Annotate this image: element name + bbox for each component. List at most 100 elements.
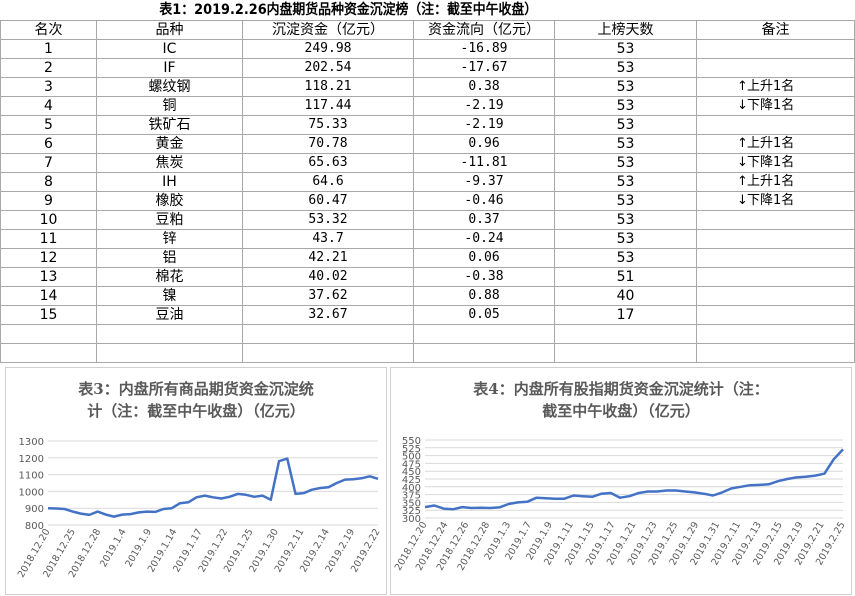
- rank-cell[interactable]: 1: [0, 39, 97, 59]
- fund-cell[interactable]: 249.98: [242, 39, 414, 59]
- header-cell[interactable]: 资金流向（亿元）: [413, 20, 555, 40]
- empty-cell[interactable]: [696, 343, 855, 363]
- flow-cell[interactable]: -0.24: [413, 229, 555, 249]
- name-cell[interactable]: 棉花: [96, 267, 243, 287]
- note-cell[interactable]: ↑上升1名: [696, 134, 855, 154]
- note-cell[interactable]: [696, 286, 855, 306]
- flow-cell[interactable]: -17.67: [413, 58, 555, 78]
- rank-cell[interactable]: 12: [0, 248, 97, 268]
- flow-cell[interactable]: -0.38: [413, 267, 555, 287]
- name-cell[interactable]: 铝: [96, 248, 243, 268]
- fund-cell[interactable]: 60.47: [242, 191, 414, 211]
- empty-cell[interactable]: [0, 343, 97, 363]
- header-cell[interactable]: 品种: [96, 20, 243, 40]
- rank-cell[interactable]: 14: [0, 286, 97, 306]
- name-cell[interactable]: 黄金: [96, 134, 243, 154]
- empty-cell[interactable]: [242, 343, 414, 363]
- name-cell[interactable]: 铜: [96, 96, 243, 116]
- fund-cell[interactable]: 64.6: [242, 172, 414, 192]
- empty-cell[interactable]: [554, 343, 697, 363]
- note-cell[interactable]: ↑上升1名: [696, 172, 855, 192]
- name-cell[interactable]: IC: [96, 39, 243, 59]
- index-chart[interactable]: 表4：内盘所有股指期货资金沉淀统计（注： 截至中午收盘）（亿元） 300 325 3…: [390, 367, 852, 595]
- days-cell[interactable]: 53: [554, 134, 697, 154]
- header-cell[interactable]: 名次: [0, 20, 97, 40]
- note-cell[interactable]: [696, 248, 855, 268]
- header-cell[interactable]: 沉淀资金（亿元）: [242, 20, 414, 40]
- days-cell[interactable]: 53: [554, 77, 697, 97]
- fund-cell[interactable]: 42.21: [242, 248, 414, 268]
- rank-cell[interactable]: 15: [0, 305, 97, 325]
- fund-cell[interactable]: 53.32: [242, 210, 414, 230]
- note-cell[interactable]: [696, 229, 855, 249]
- days-cell[interactable]: 53: [554, 191, 697, 211]
- days-cell[interactable]: 51: [554, 267, 697, 287]
- flow-cell[interactable]: 0.38: [413, 77, 555, 97]
- rank-cell[interactable]: 5: [0, 115, 97, 135]
- empty-cell[interactable]: [96, 343, 243, 363]
- fund-cell[interactable]: 37.62: [242, 286, 414, 306]
- rank-cell[interactable]: 2: [0, 58, 97, 78]
- empty-cell[interactable]: [96, 324, 243, 344]
- name-cell[interactable]: 豆油: [96, 305, 243, 325]
- rank-cell[interactable]: 3: [0, 77, 97, 97]
- flow-cell[interactable]: -11.81: [413, 153, 555, 173]
- fund-cell[interactable]: 43.7: [242, 229, 414, 249]
- note-cell[interactable]: [696, 210, 855, 230]
- days-cell[interactable]: 40: [554, 286, 697, 306]
- note-cell[interactable]: [696, 58, 855, 78]
- fund-cell[interactable]: 65.63: [242, 153, 414, 173]
- days-cell[interactable]: 53: [554, 96, 697, 116]
- empty-cell[interactable]: [0, 324, 97, 344]
- rank-cell[interactable]: 10: [0, 210, 97, 230]
- name-cell[interactable]: 铁矿石: [96, 115, 243, 135]
- note-cell[interactable]: [696, 39, 855, 59]
- empty-cell[interactable]: [554, 324, 697, 344]
- fund-cell[interactable]: 70.78: [242, 134, 414, 154]
- days-cell[interactable]: 17: [554, 305, 697, 325]
- days-cell[interactable]: 53: [554, 115, 697, 135]
- fund-cell[interactable]: 117.44: [242, 96, 414, 116]
- fund-cell[interactable]: 118.21: [242, 77, 414, 97]
- days-cell[interactable]: 53: [554, 39, 697, 59]
- name-cell[interactable]: 镍: [96, 286, 243, 306]
- name-cell[interactable]: 橡胶: [96, 191, 243, 211]
- note-cell[interactable]: ↓下降1名: [696, 96, 855, 116]
- flow-cell[interactable]: -16.89: [413, 39, 555, 59]
- flow-cell[interactable]: 0.06: [413, 248, 555, 268]
- days-cell[interactable]: 53: [554, 172, 697, 192]
- header-cell[interactable]: 上榜天数: [554, 20, 697, 40]
- empty-cell[interactable]: [696, 324, 855, 344]
- name-cell[interactable]: IH: [96, 172, 243, 192]
- table-title-cell[interactable]: 表1：2019.2.26内盘期货品种资金沉淀榜（注：截至中午收盘）: [0, 0, 696, 21]
- flow-cell[interactable]: 0.96: [413, 134, 555, 154]
- note-cell[interactable]: [696, 305, 855, 325]
- name-cell[interactable]: 豆粕: [96, 210, 243, 230]
- fund-cell[interactable]: 40.02: [242, 267, 414, 287]
- rank-cell[interactable]: 6: [0, 134, 97, 154]
- note-cell[interactable]: ↓下降1名: [696, 191, 855, 211]
- days-cell[interactable]: 53: [554, 248, 697, 268]
- rank-cell[interactable]: 11: [0, 229, 97, 249]
- note-cell[interactable]: ↑上升1名: [696, 77, 855, 97]
- days-cell[interactable]: 53: [554, 153, 697, 173]
- flow-cell[interactable]: -2.19: [413, 96, 555, 116]
- name-cell[interactable]: 焦炭: [96, 153, 243, 173]
- empty-cell[interactable]: [242, 324, 414, 344]
- flow-cell[interactable]: -2.19: [413, 115, 555, 135]
- rank-cell[interactable]: 4: [0, 96, 97, 116]
- fund-cell[interactable]: 32.67: [242, 305, 414, 325]
- days-cell[interactable]: 53: [554, 210, 697, 230]
- fund-cell[interactable]: 75.33: [242, 115, 414, 135]
- header-cell[interactable]: 备注: [696, 20, 855, 40]
- days-cell[interactable]: 53: [554, 58, 697, 78]
- flow-cell[interactable]: 0.37: [413, 210, 555, 230]
- note-cell[interactable]: [696, 115, 855, 135]
- commodity-chart[interactable]: 表3：内盘所有商品期货资金沉淀统 计（注：截至中午收盘）（亿元） 800 900 1…: [5, 367, 387, 595]
- name-cell[interactable]: IF: [96, 58, 243, 78]
- flow-cell[interactable]: -0.46: [413, 191, 555, 211]
- note-cell[interactable]: [696, 267, 855, 287]
- name-cell[interactable]: 锌: [96, 229, 243, 249]
- flow-cell[interactable]: 0.88: [413, 286, 555, 306]
- flow-cell[interactable]: 0.05: [413, 305, 555, 325]
